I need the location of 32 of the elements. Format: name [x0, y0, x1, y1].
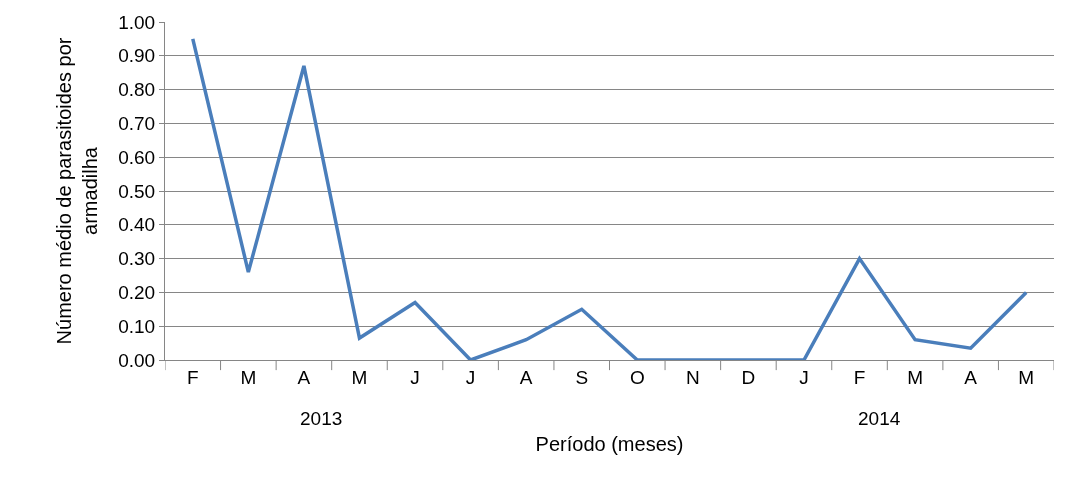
y-tick-label: 0.60	[118, 146, 156, 168]
x-tick-label: D	[741, 366, 756, 388]
x-tick-label: A	[964, 366, 978, 388]
x-tick-label: M	[907, 366, 923, 388]
y-tick-label: 0.80	[118, 79, 156, 101]
x-tick-label: J	[465, 366, 476, 388]
x-tick-label: M	[351, 366, 368, 388]
y-tick-label: 0.00	[118, 349, 156, 371]
x-tick-label: S	[575, 366, 589, 388]
y-tick-label: 0.40	[118, 214, 156, 236]
y-tick-label: 0.10	[118, 315, 156, 337]
x-tick-label: M	[1018, 366, 1035, 388]
y-tick-label: 1.00	[118, 11, 156, 33]
x-tick-label: N	[685, 366, 700, 388]
x-tick-label: M	[240, 366, 257, 388]
x-tick-label: J	[799, 366, 809, 388]
line-series	[191, 37, 1028, 360]
x-tick-label: A	[519, 366, 533, 388]
y-tick-label: 0.20	[118, 282, 156, 304]
y-tick-label: 0.70	[118, 113, 156, 135]
x-tick-label: A	[297, 366, 311, 388]
x-tick-label: J	[410, 366, 420, 388]
x-axis-title: Período (meses)	[535, 433, 684, 456]
y-tick-label: 0.30	[118, 248, 156, 270]
y-axis-title: Número médio de parasitoides por armadilha	[52, 37, 101, 345]
text: 2014	[858, 408, 901, 429]
x-tick-label: F	[853, 366, 866, 388]
y-tick-label: 0.90	[118, 45, 156, 67]
x-tick-label: F	[186, 366, 199, 388]
y-tick-label: 0.50	[118, 180, 156, 202]
text: 2013	[300, 408, 343, 429]
x-tick-label: O	[629, 366, 645, 388]
